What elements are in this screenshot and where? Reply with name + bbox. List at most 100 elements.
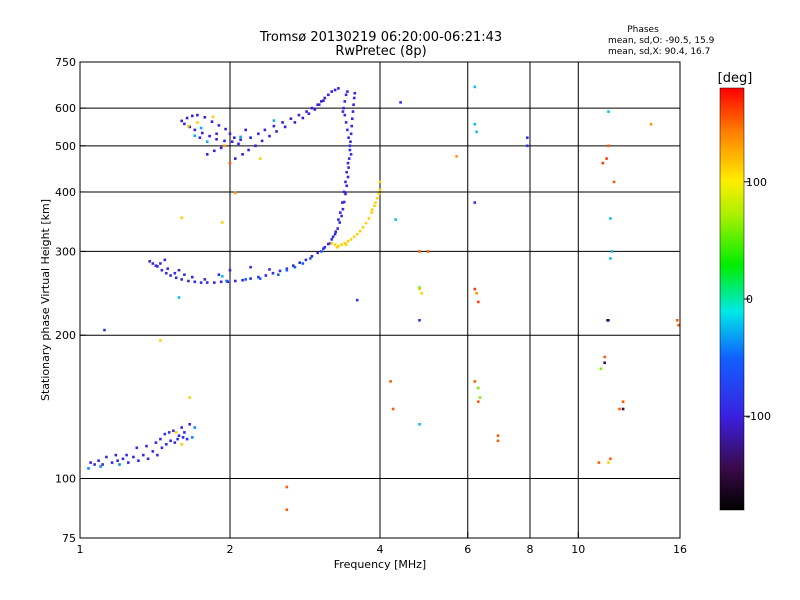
data-point-0 (89, 461, 92, 464)
data-point-148 (281, 121, 284, 124)
data-point-180 (260, 139, 264, 143)
x-tick-label-5: 10 (571, 543, 585, 556)
data-point-96 (173, 271, 177, 275)
data-point-26 (172, 429, 175, 433)
data-point-282 (603, 361, 606, 365)
data-point-113 (339, 211, 342, 214)
data-point-91 (353, 91, 357, 95)
data-point-59 (257, 275, 260, 279)
data-point-279 (103, 328, 106, 332)
data-point-84 (349, 140, 352, 143)
data-point-174 (213, 149, 216, 153)
data-point-118 (341, 110, 345, 113)
data-point-277 (355, 298, 359, 302)
data-point-86 (350, 124, 353, 128)
data-point-110 (344, 180, 347, 184)
data-point-211 (373, 204, 376, 208)
data-point-198 (333, 243, 337, 246)
data-point-76 (341, 207, 345, 211)
data-point-49 (187, 279, 190, 283)
data-points (87, 85, 680, 511)
data-point-94 (159, 262, 162, 265)
x-tick-label-2: 4 (377, 543, 384, 556)
data-point-285 (418, 286, 421, 289)
colorbar-tick-label-1: 0 (746, 293, 753, 306)
data-point-65 (298, 261, 301, 264)
data-point-241 (418, 250, 421, 253)
data-point-56 (234, 279, 237, 283)
data-point-244 (477, 400, 480, 403)
data-point-11 (142, 453, 145, 457)
data-point-131 (309, 257, 312, 260)
data-point-251 (603, 355, 606, 359)
data-point-222 (196, 121, 199, 124)
data-point-57 (241, 278, 244, 282)
data-point-156 (215, 138, 218, 141)
data-point-51 (199, 281, 203, 284)
data-point-228 (188, 396, 191, 399)
data-point-220 (344, 243, 348, 246)
data-point-33 (159, 437, 162, 441)
data-point-188 (317, 103, 321, 106)
data-point-214 (378, 180, 382, 184)
data-point-83 (348, 148, 352, 152)
data-point-153 (239, 138, 242, 141)
data-point-161 (183, 122, 186, 126)
data-point-18 (173, 441, 177, 444)
data-point-257 (473, 287, 477, 291)
data-point-199 (337, 244, 340, 248)
data-point-216 (374, 201, 377, 204)
y-axis-label: Stationary phase Virtual Height [km] (39, 199, 52, 401)
data-point-157 (208, 134, 211, 138)
data-point-45 (165, 271, 168, 275)
data-point-258 (477, 300, 480, 304)
data-point-104 (346, 128, 349, 132)
data-point-20 (181, 436, 185, 439)
data-point-92 (154, 264, 158, 267)
colorbar-label: [deg] (718, 71, 753, 86)
data-point-206 (358, 229, 362, 233)
data-point-2 (97, 459, 100, 462)
data-point-34 (167, 431, 171, 434)
data-point-72 (333, 232, 337, 236)
data-point-197 (199, 126, 203, 130)
data-point-71 (330, 238, 333, 241)
data-point-208 (364, 221, 368, 225)
data-point-109 (345, 170, 348, 174)
data-point-195 (239, 135, 242, 139)
data-point-88 (351, 110, 355, 113)
data-point-162 (180, 119, 183, 123)
x-tick-label-0: 1 (77, 543, 84, 556)
data-point-262 (473, 122, 477, 126)
data-point-231 (607, 461, 610, 464)
data-point-42 (151, 262, 155, 265)
data-point-155 (223, 139, 226, 143)
data-point-31 (114, 453, 118, 457)
data-point-90 (352, 96, 356, 100)
data-point-194 (205, 140, 209, 143)
data-point-154 (230, 140, 234, 143)
data-point-14 (156, 453, 159, 457)
data-point-64 (292, 264, 295, 267)
data-point-70 (327, 242, 330, 246)
y-tick-label-2: 200 (55, 329, 76, 342)
data-point-230 (420, 292, 423, 295)
data-point-107 (349, 153, 353, 156)
colorbar-tick-label-2: -100 (746, 410, 771, 423)
data-point-24 (154, 441, 158, 444)
data-point-186 (307, 112, 311, 115)
data-point-97 (163, 258, 167, 262)
data-point-249 (612, 180, 616, 184)
data-point-264 (607, 110, 610, 113)
data-point-209 (367, 217, 371, 220)
data-point-122 (323, 246, 327, 249)
data-point-63 (285, 267, 289, 270)
x-tick-label-1: 2 (227, 543, 234, 556)
data-point-271 (221, 275, 224, 278)
data-point-75 (340, 214, 343, 218)
data-point-120 (334, 230, 337, 233)
x-tick-label-6: 16 (673, 543, 687, 556)
data-point-218 (330, 242, 333, 245)
data-point-213 (378, 188, 382, 192)
data-point-236 (475, 292, 478, 295)
